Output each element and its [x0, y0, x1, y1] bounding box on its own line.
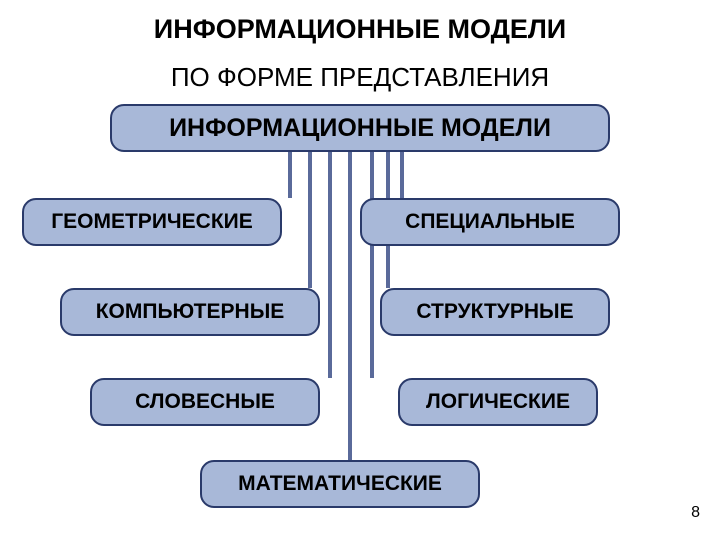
- connector: [370, 152, 374, 378]
- root-node: ИНФОРМАЦИОННЫЕ МОДЕЛИ: [110, 104, 610, 152]
- leaf-node: СПЕЦИАЛЬНЫЕ: [360, 198, 620, 246]
- connector: [328, 152, 332, 378]
- connector: [308, 152, 312, 288]
- leaf-node: МАТЕМАТИЧЕСКИЕ: [200, 460, 480, 508]
- connector: [348, 152, 352, 460]
- title-line-2: ПО ФОРМЕ ПРЕДСТАВЛЕНИЯ: [0, 62, 720, 93]
- connector: [288, 152, 292, 198]
- leaf-node: СТРУКТУРНЫЕ: [380, 288, 610, 336]
- leaf-node: СЛОВЕСНЫЕ: [90, 378, 320, 426]
- leaf-node: ГЕОМЕТРИЧЕСКИЕ: [22, 198, 282, 246]
- title-line-1: ИНФОРМАЦИОННЫЕ МОДЕЛИ: [0, 14, 720, 45]
- leaf-node: КОМПЬЮТЕРНЫЕ: [60, 288, 320, 336]
- leaf-node: ЛОГИЧЕСКИЕ: [398, 378, 598, 426]
- connector: [400, 152, 404, 198]
- page-number: 8: [691, 504, 700, 522]
